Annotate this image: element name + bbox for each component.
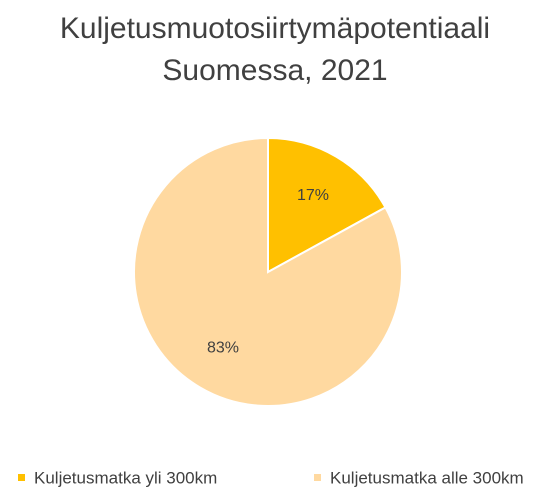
chart-title: Kuljetusmuotosiirtymäpotentiaali Suomess…: [59, 12, 491, 87]
legend-marker: [18, 474, 25, 481]
legend-marker: [314, 474, 321, 481]
legend-label: Kuljetusmatka yli 300km: [34, 468, 217, 487]
pie-slice: [133, 136, 403, 407]
data-label: 83%: [207, 339, 239, 356]
legend-label: Kuljetusmatka alle 300km: [330, 468, 524, 487]
data-label: 17%: [297, 187, 329, 204]
pie-slice: [267, 136, 387, 274]
